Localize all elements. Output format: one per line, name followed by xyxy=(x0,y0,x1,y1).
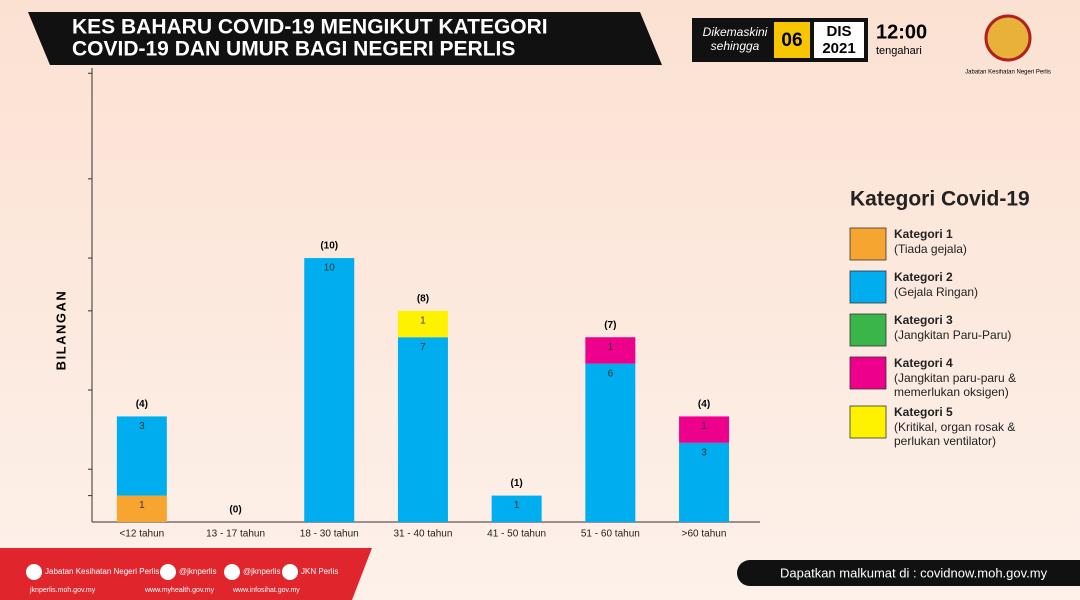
total-label: (4) xyxy=(698,399,710,410)
social-handle: @jknperlis xyxy=(243,567,280,576)
time: 12:00 xyxy=(876,21,927,43)
legend-description: (Tiada gejala) xyxy=(894,242,967,256)
legend-swatch xyxy=(849,270,887,304)
bar-segment xyxy=(585,337,636,364)
crest xyxy=(984,14,1032,62)
x-tick-label: 13 - 17 tahun xyxy=(206,529,265,540)
bar-segment xyxy=(491,495,542,522)
social-handle: Jabatan Kesihatan Negeri Perlis xyxy=(45,567,159,576)
legend-swatch xyxy=(849,313,887,347)
legend-name: Kategori 2 xyxy=(894,270,953,284)
total-label: (7) xyxy=(604,320,616,331)
title-line: COVID-19 DAN UMUR BAGI NEGERI PERLIS xyxy=(72,38,515,61)
day: 06 xyxy=(781,30,802,51)
title-line: KES BAHARU COVID-19 MENGIKUT KATEGORI xyxy=(72,16,548,39)
source: Dapatkan malkumat di : covidnow.moh.gov.… xyxy=(780,565,1048,580)
footer-banner xyxy=(0,548,372,600)
segment-label: 1 xyxy=(608,342,614,353)
legend-name: Kategori 3 xyxy=(894,313,953,327)
segment-label: 1 xyxy=(420,315,426,326)
legend-name: Kategori 1 xyxy=(894,227,953,241)
social-icon xyxy=(26,564,42,580)
total-label: (4) xyxy=(136,399,148,410)
legend-description: (Jangkitan paru-paru & xyxy=(894,371,1016,385)
legend-swatch xyxy=(849,227,887,261)
bar-segment xyxy=(679,416,730,443)
x-tick-label: >60 tahun xyxy=(682,529,727,540)
year: 2021 xyxy=(822,40,855,57)
segment-label: 7 xyxy=(420,342,426,353)
footer-link: www.myhealth.gov.my xyxy=(144,587,215,594)
day-box xyxy=(774,22,810,58)
legend-description: (Jangkitan Paru-Paru) xyxy=(894,328,1011,342)
bar-segment xyxy=(397,337,448,522)
bar-segment xyxy=(679,442,730,522)
bar-segment xyxy=(585,363,636,522)
source-banner xyxy=(737,560,1080,586)
bar-segment xyxy=(397,310,448,338)
social-handle: JKN Perlis xyxy=(301,567,338,576)
month: DIS xyxy=(826,23,851,40)
x-tick-label: 18 - 30 tahun xyxy=(300,529,359,540)
segment-label: 3 xyxy=(139,421,145,432)
time-note: tengahari xyxy=(876,45,922,57)
bar-segment xyxy=(116,495,167,522)
y-axis-label: BILANGAN xyxy=(53,290,68,371)
updated-label: sehingga xyxy=(711,39,760,53)
segment-label: 10 xyxy=(324,263,336,274)
total-label: (8) xyxy=(417,293,429,304)
legend-description: memerlukan oksigen) xyxy=(894,385,1009,399)
updated-label: Dikemaskini xyxy=(703,25,768,39)
social-icon xyxy=(282,564,298,580)
segment-label: 3 xyxy=(701,447,707,458)
total-label: (0) xyxy=(229,505,241,516)
legend-swatch xyxy=(849,405,887,439)
x-tick-label: 31 - 40 tahun xyxy=(393,529,452,540)
footer-link: www.infosihat.gov.my xyxy=(232,587,300,594)
total-label: (1) xyxy=(511,478,523,489)
segment-label: 6 xyxy=(608,368,614,379)
x-tick-label: 51 - 60 tahun xyxy=(581,529,640,540)
segment-label: 1 xyxy=(139,500,145,511)
x-tick-label: 41 - 50 tahun xyxy=(487,529,546,540)
x-tick-label: <12 tahun xyxy=(119,529,164,540)
total-label: (10) xyxy=(320,241,338,252)
segment-label: 1 xyxy=(514,500,520,511)
footer-link: jknperlis.moh.gov.my xyxy=(29,587,96,594)
legend-description: (Kritikal, organ rosak & xyxy=(894,420,1015,434)
legend-name: Kategori 4 xyxy=(894,356,953,370)
segment-label: 1 xyxy=(701,421,707,432)
bar-segment xyxy=(116,416,167,496)
legend-title: Kategori Covid-19 xyxy=(850,188,1030,211)
title-banner xyxy=(28,12,662,65)
legend-description: (Gejala Ringan) xyxy=(894,285,978,299)
agency: Jabatan Kesihatan Negeri Perlis xyxy=(965,70,1051,76)
legend-description: perlukan ventilator) xyxy=(894,434,996,448)
social-icon xyxy=(224,564,240,580)
legend-name: Kategori 5 xyxy=(894,405,953,419)
legend-swatch xyxy=(849,356,887,390)
social-icon xyxy=(160,564,176,580)
month-box xyxy=(814,22,864,58)
bar-segment xyxy=(304,258,355,522)
social-handle: @jknperlis xyxy=(179,567,216,576)
